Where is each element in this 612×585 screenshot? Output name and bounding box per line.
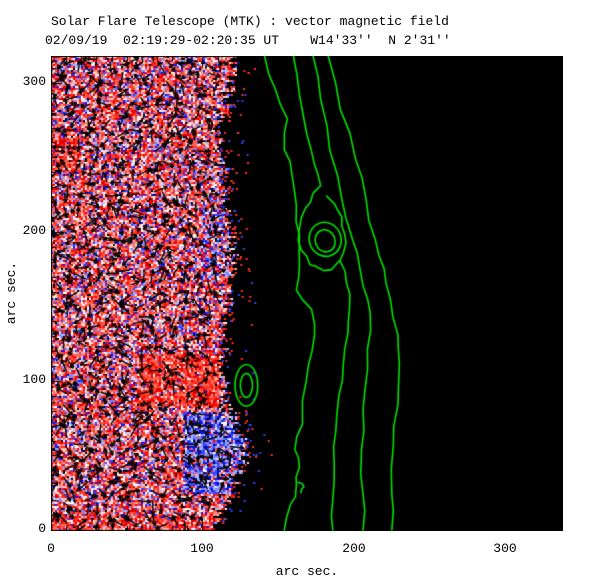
chart-title: Solar Flare Telescope (MTK) : vector mag… <box>51 14 449 29</box>
y-tick-label-0: 0 <box>38 521 46 536</box>
x-axis-label: arc sec. <box>275 564 339 579</box>
magnetogram-canvas <box>51 56 563 531</box>
y-tick-label-200: 200 <box>22 223 46 238</box>
y-tick-label-300: 300 <box>22 74 46 89</box>
plot-area <box>51 56 563 531</box>
x-tick-label-300: 300 <box>493 541 517 556</box>
x-tick-label-200: 200 <box>342 541 366 556</box>
x-tick-label-100: 100 <box>190 541 214 556</box>
chart-subtitle: 02/09/19 02:19:29-02:20:35 UT W14'33'' N… <box>45 33 451 48</box>
y-axis-label: arc sec. <box>4 261 19 325</box>
x-tick-label-0: 0 <box>47 541 55 556</box>
y-tick-label-100: 100 <box>22 372 46 387</box>
